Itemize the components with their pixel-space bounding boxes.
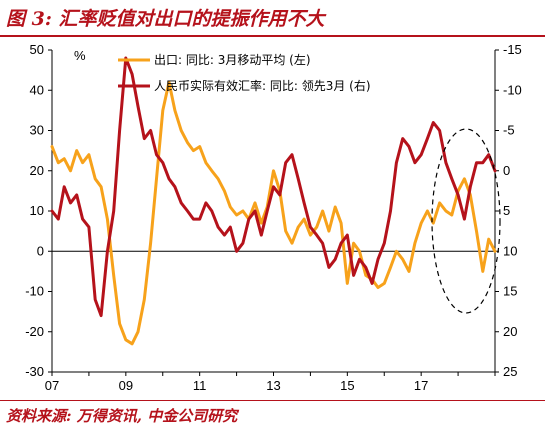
x-tick-label: 07	[45, 378, 59, 393]
x-tick-label: 13	[266, 378, 280, 393]
right-tick-label: -15	[503, 42, 522, 57]
right-tick-label: 0	[503, 163, 510, 178]
left-tick-label: 20	[30, 163, 44, 178]
chart-title: 图 3: 汇率贬值对出口的提振作用不大	[6, 8, 325, 30]
line-chart: 50 40 30 20 10 0 -10 -20 -30 -15 -10 -5 0 5 10 15 20 25 07…	[25, 42, 522, 393]
legend-label-1: 出口: 同比: 3月移动平均 (左)	[154, 52, 311, 67]
left-tick-label: -20	[25, 324, 44, 339]
right-tick-label: -10	[503, 82, 522, 97]
source-note: 资料来源: 万得资讯, 中金公司研究	[6, 407, 238, 425]
x-tick-label: 15	[340, 378, 354, 393]
x-tick-label: 09	[119, 378, 133, 393]
left-tick-label: 50	[30, 42, 44, 57]
right-tick-label: 5	[503, 203, 510, 218]
right-tick-label: 20	[503, 324, 517, 339]
left-tick-label: 40	[30, 82, 44, 97]
source-rule	[0, 400, 545, 401]
left-tick-label: -10	[25, 284, 44, 299]
x-tick-label: 17	[414, 378, 428, 393]
x-tick-label: 11	[193, 378, 207, 393]
legend-label-2: 人民币实际有效汇率: 同比: 领先3月 (右)	[154, 78, 371, 93]
title-rule	[0, 35, 545, 37]
right-tick-label: -5	[503, 123, 515, 138]
right-tick-label: 25	[503, 364, 517, 379]
series-line-2	[50, 56, 497, 318]
highlight-ellipse	[431, 128, 501, 314]
left-tick-label: -30	[25, 364, 44, 379]
unit-label: %	[74, 48, 86, 63]
left-tick-label: 0	[37, 243, 44, 258]
left-tick-label: 10	[30, 203, 44, 218]
left-tick-label: 30	[30, 123, 44, 138]
right-tick-label: 10	[503, 243, 517, 258]
right-tick-label: 15	[503, 284, 517, 299]
series-line-1	[50, 80, 497, 346]
